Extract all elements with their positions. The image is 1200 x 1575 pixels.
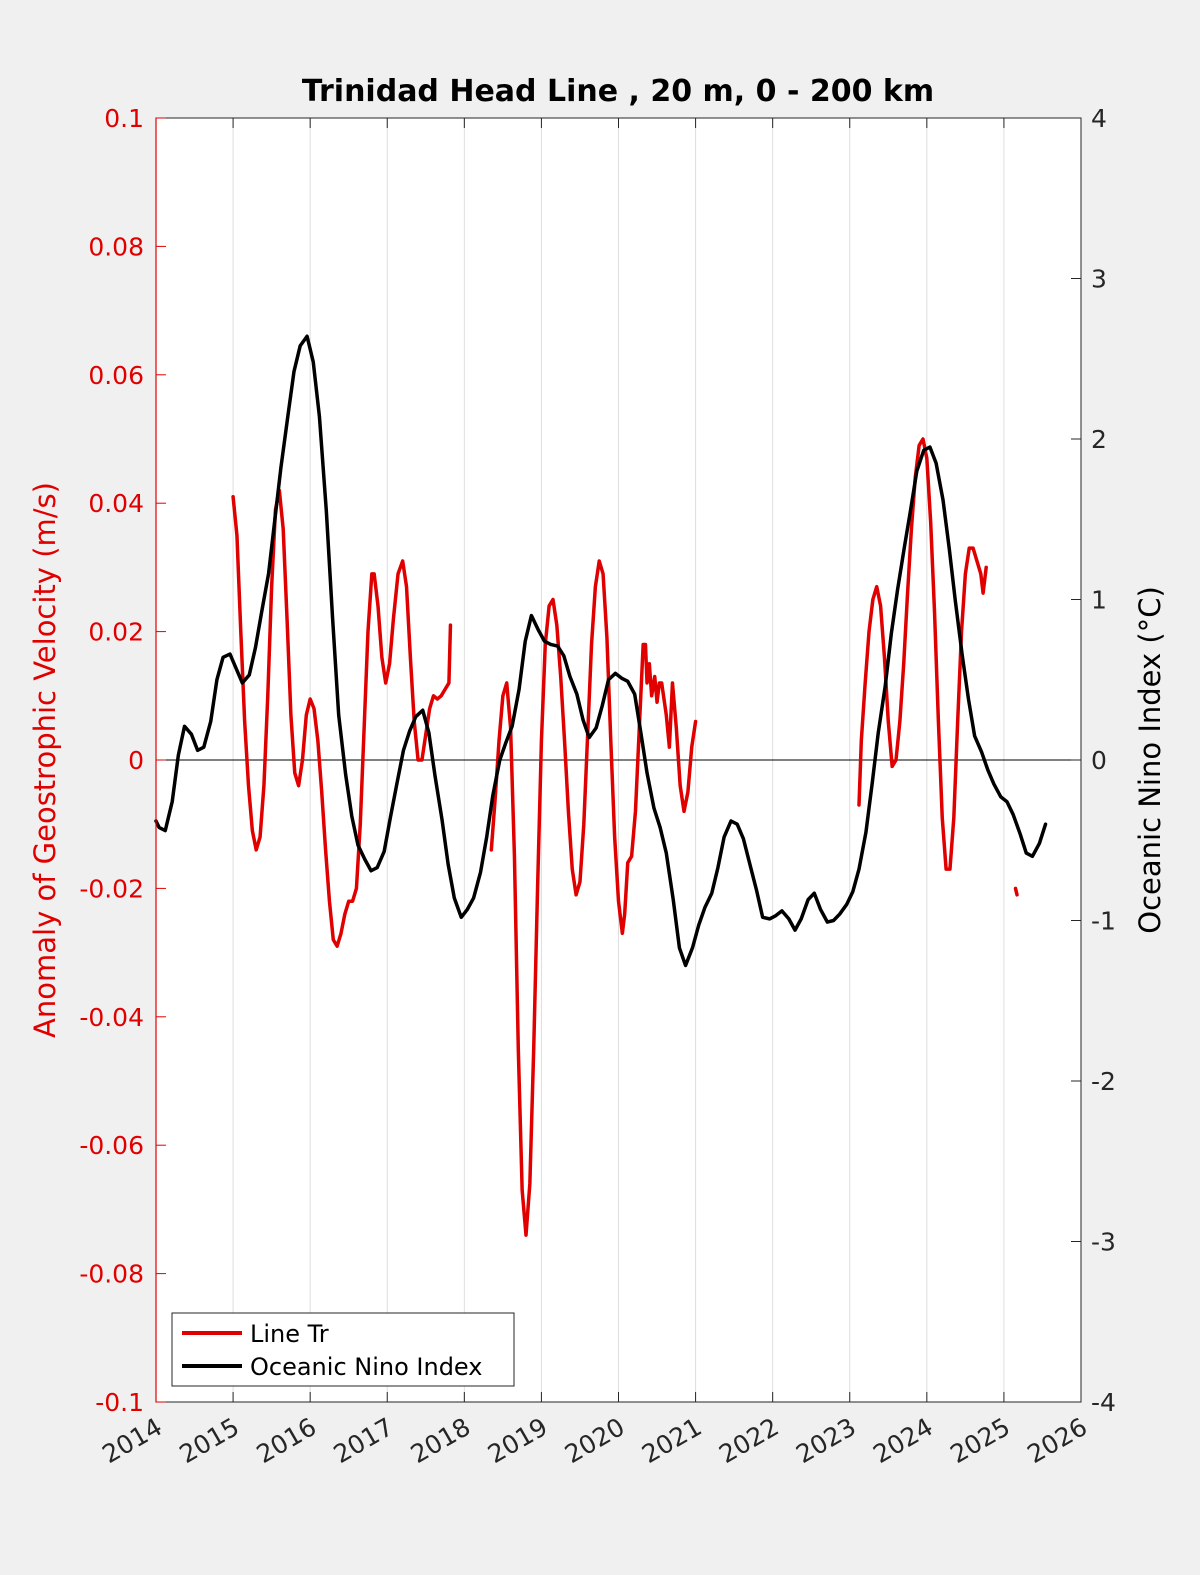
x-tick-label: 2015 (174, 1412, 244, 1469)
x-tick-label: 2022 (714, 1412, 784, 1469)
y-right-tick-label: -3 (1091, 1228, 1116, 1257)
series-layer (154, 334, 1048, 1237)
legend-box (171, 1312, 515, 1387)
line-tr-series-segment-2 (857, 437, 988, 871)
y-right-tick-label: -2 (1091, 1067, 1116, 1096)
x-tick-label: 2017 (329, 1412, 399, 1469)
x-tick-label: 2020 (560, 1412, 630, 1469)
y-right-tick-label: -4 (1091, 1388, 1116, 1417)
x-tick-label: 2019 (483, 1412, 553, 1469)
x-tick-label: 2024 (868, 1412, 938, 1469)
y-left-tick-label: 0 (128, 746, 144, 775)
legend: Line Tr Oceanic Nino Index (171, 1312, 515, 1387)
y-left-tick-label: -0.06 (79, 1131, 144, 1160)
y-axis-left-label: Anomaly of Geostrophic Velocity (m/s) (28, 482, 62, 1038)
y-left-tick-label: -0.04 (79, 1003, 144, 1032)
x-tick-label: 2023 (791, 1412, 861, 1469)
x-tick-label: 2025 (945, 1412, 1015, 1469)
x-tick-label: 2014 (97, 1412, 167, 1469)
y-right-tick-label: 0 (1091, 746, 1107, 775)
oceanic-nino-index-series-segment-0 (154, 334, 1048, 968)
y-left-tick-label: 0.02 (88, 618, 144, 647)
y-right-tick-label: 3 (1091, 265, 1107, 294)
chart-title: Trinidad Head Line , 20 m, 0 - 200 km (302, 74, 934, 109)
x-tick-label: 2018 (406, 1412, 476, 1469)
y-right-tick-label: 1 (1091, 586, 1107, 615)
y-right-tick-label: 2 (1091, 425, 1107, 454)
y-right-tick-label: 4 (1091, 104, 1107, 133)
y-left-tick-label: 0.08 (88, 232, 144, 261)
line-tr-series-segment-3 (1013, 886, 1019, 897)
y-left-tick-label: -0.02 (79, 874, 144, 903)
x-tick-label: 2021 (637, 1412, 707, 1469)
legend-label-line-tr: Line Tr (250, 1320, 329, 1348)
y-left-tick-label: 0.06 (88, 361, 144, 390)
x-tick-label: 2016 (252, 1412, 322, 1469)
x-tick-label: 2026 (1022, 1412, 1092, 1469)
line-tr-series-segment-1 (489, 559, 698, 1237)
y-left-tick-label: -0.08 (79, 1260, 144, 1289)
legend-label-oni: Oceanic Nino Index (250, 1353, 482, 1381)
y-right-tick-label: -1 (1091, 907, 1116, 936)
y-axis-right-label: Oceanic Nino Index (°C) (1133, 586, 1167, 934)
y-left-tick-label: 0.04 (88, 489, 144, 518)
line-tr-series-segment-0 (231, 488, 453, 948)
y-left-tick-label: 0.1 (104, 104, 144, 133)
y-left-tick-label: -0.1 (95, 1388, 144, 1417)
